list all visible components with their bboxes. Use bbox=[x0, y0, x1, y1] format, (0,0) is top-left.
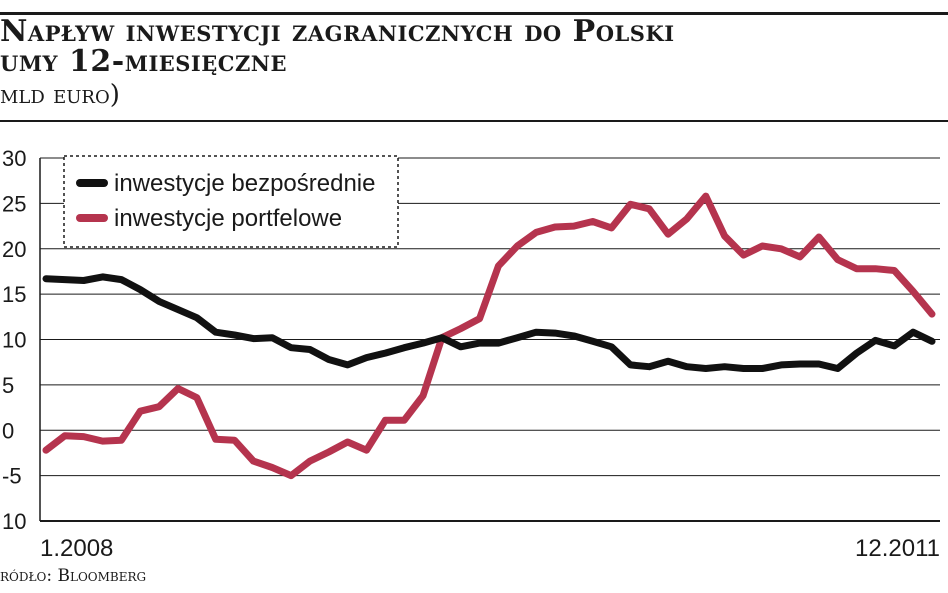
y-tick-label: 5 bbox=[2, 373, 14, 398]
y-tick-label: 25 bbox=[2, 191, 26, 216]
y-tick-label: 15 bbox=[2, 282, 26, 307]
legend-label-direct: inwestycje bezpośrednie bbox=[114, 170, 375, 197]
unit-label: mld euro) bbox=[0, 80, 120, 110]
y-axis-ticks: 30 25 20 15 10 5 0 -5 10 bbox=[2, 146, 26, 534]
series-lines bbox=[42, 192, 936, 480]
top-rule bbox=[0, 12, 948, 15]
y-tick-label: 20 bbox=[2, 237, 26, 262]
legend-box bbox=[63, 155, 399, 248]
series-line-direct bbox=[42, 273, 936, 372]
x-axis-end-label: 12.2011 bbox=[855, 535, 940, 562]
series-line-portfolio bbox=[42, 192, 936, 480]
y-tick-label: 0 bbox=[2, 418, 14, 443]
legend-label-portfolio: inwestycje portfelowe bbox=[114, 205, 342, 232]
y-tick-label: -5 bbox=[2, 464, 22, 489]
chart-title: Napływ inwestycji zagranicznych do Polsk… bbox=[0, 14, 675, 49]
x-axis-start-label: 1.2008 bbox=[40, 535, 113, 562]
y-tick-label: 30 bbox=[2, 146, 26, 171]
y-tick-label: 10 bbox=[2, 328, 26, 353]
legend: inwestycje bezpośrednie inwestycje portf… bbox=[63, 155, 399, 248]
source-note: ródło: Bloomberg bbox=[0, 566, 147, 586]
y-tick-label: 10 bbox=[2, 509, 26, 534]
chart-subtitle: umy 12-miesięczne bbox=[0, 44, 288, 79]
